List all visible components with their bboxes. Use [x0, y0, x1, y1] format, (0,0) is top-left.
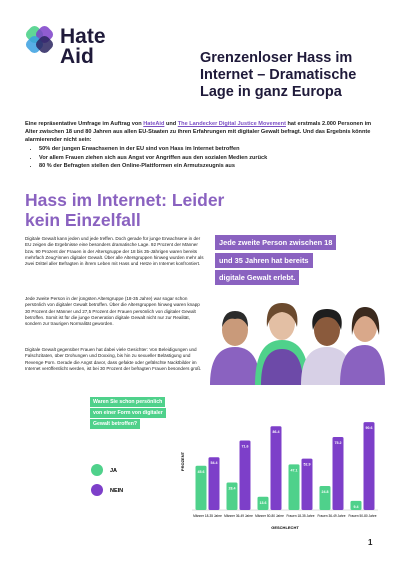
- page-title: Grenzenloser Hass im Internet – Dramatis…: [200, 50, 357, 100]
- bar: [319, 485, 331, 510]
- illustration: [210, 303, 385, 385]
- logo-text: Hate Aid: [60, 25, 106, 68]
- paragraph: Digitale Gewalt gegenüber Frauen hat dab…: [25, 347, 202, 371]
- intro-text: hat erstmals 2.000 Personen im Alter zwi…: [25, 121, 372, 143]
- legend-marker: [91, 484, 103, 496]
- data-label: 13.6: [260, 501, 267, 505]
- bar: [257, 496, 269, 510]
- link[interactable]: HateAid: [143, 121, 165, 127]
- paragraph: Digitale Gewalt kann jeden und jede tref…: [25, 236, 204, 267]
- logo-line: Aid: [60, 45, 94, 68]
- intro-text: Eine repräsentative Umfrage im Auftrag v…: [25, 121, 142, 127]
- bullet: 80 % der Befragten stellen den Online-Pl…: [39, 162, 394, 171]
- data-label: 47.1: [291, 468, 298, 472]
- data-label: 52.9: [304, 463, 311, 467]
- intro-text: und: [165, 121, 177, 127]
- logo-line: Hate: [60, 25, 106, 48]
- chart-title: Waren Sie schon persönlich von einer For…: [90, 397, 166, 429]
- bar: [288, 464, 300, 510]
- quote-box: Jede zweite Person zwischen 18 und 35 Ja…: [215, 234, 337, 287]
- data-label: 90.6: [366, 426, 373, 430]
- chart: PROZENT GESCHLECHT Männer 18-35 Jahre 45.6 5…: [91, 422, 378, 530]
- data-label: 9.4: [354, 505, 359, 509]
- section-heading: Hass im Internet: Leider kein Einzelfall: [25, 190, 225, 230]
- bar: [239, 440, 251, 510]
- bar: [350, 500, 362, 510]
- data-label: 24.8: [322, 490, 329, 494]
- data-label: 54.4: [211, 461, 218, 465]
- bar: [226, 482, 238, 510]
- data-label: 45.6: [198, 470, 205, 474]
- legend-label: JA: [110, 468, 117, 474]
- question-box: Waren Sie schon persönlich von einer For…: [90, 397, 172, 430]
- data-label: 75.2: [335, 441, 342, 445]
- bar: [301, 458, 313, 510]
- bullet: Vor allem Frauen ziehen sich aus Angst v…: [39, 154, 394, 163]
- data-label: 71.6: [242, 445, 249, 449]
- bullet: 50% der jungen Erwachsenen in der EU sin…: [39, 145, 394, 154]
- link[interactable]: The Landecker Digital Justice Movement: [177, 121, 286, 127]
- quote-text: Jede zweite Person zwischen 18 und 35 Ja…: [215, 235, 337, 285]
- x-tick-label: Frauen 18-35 Jahre: [287, 514, 315, 518]
- bar: [363, 422, 375, 510]
- x-tick-label: Männer 18-35 Jahre: [193, 514, 222, 518]
- x-axis-label: GESCHLECHT: [271, 525, 299, 530]
- page-number: 1: [368, 538, 373, 547]
- legend-label: NEIN: [110, 488, 123, 494]
- bullet-list: 50% der jungen Erwachsenen in der EU sin…: [25, 145, 394, 171]
- intro: Eine repräsentative Umfrage im Auftrag v…: [25, 120, 380, 144]
- y-axis-label: PROZENT: [180, 451, 185, 471]
- bar: [195, 465, 207, 510]
- legend-marker: [91, 464, 103, 476]
- x-tick-label: Männer 50-80 Jahre: [255, 514, 284, 518]
- x-tick-label: Frauen 50-80 Jahre: [349, 514, 377, 518]
- x-tick-label: Männer 36-49 Jahre: [224, 514, 253, 518]
- data-label: 28.4: [229, 486, 236, 490]
- bar: [270, 426, 282, 510]
- paragraph: Jede zweite Person in der jüngsten Alter…: [25, 296, 200, 327]
- bar: [208, 457, 220, 510]
- bar: [332, 437, 344, 510]
- logo-icon: [25, 25, 54, 54]
- data-label: 86.4: [273, 430, 280, 434]
- x-tick-label: Frauen 36-49 Jahre: [318, 514, 346, 518]
